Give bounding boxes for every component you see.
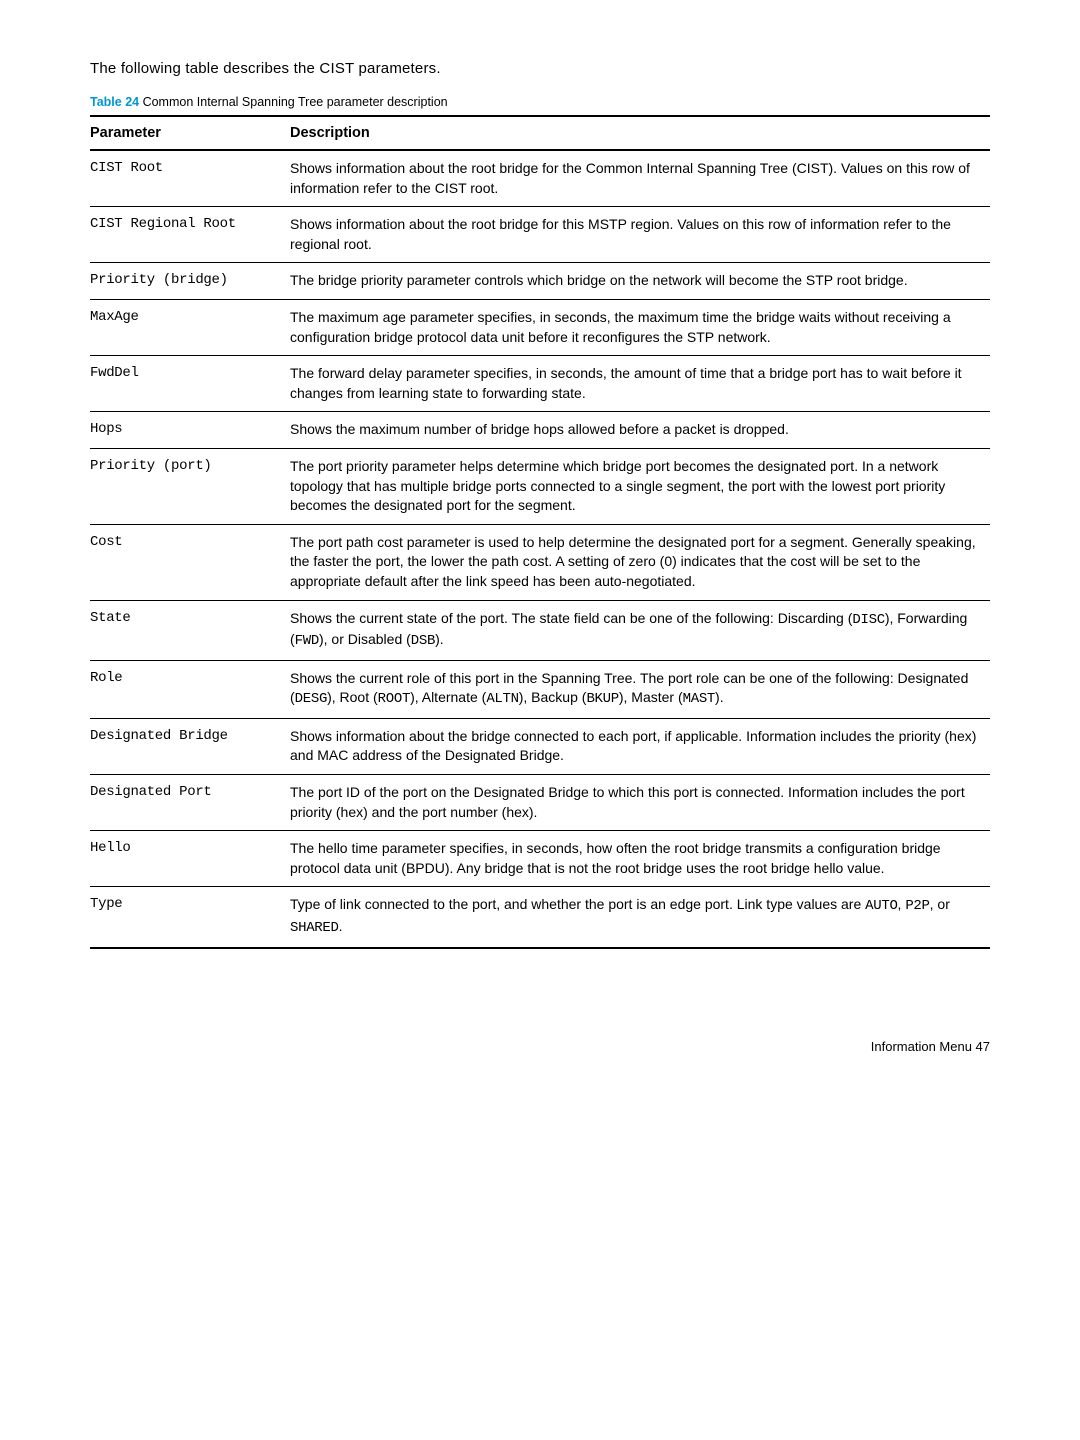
desc-cell: Shows information about the bridge conne… [290, 718, 990, 774]
table-header-row: Parameter Description [90, 116, 990, 150]
table-row: TypeType of link connected to the port, … [90, 887, 990, 948]
header-description: Description [290, 116, 990, 150]
param-cell: Type [90, 887, 290, 948]
table-row: Designated BridgeShows information about… [90, 718, 990, 774]
table-row: CIST RootShows information about the roo… [90, 150, 990, 207]
desc-cell: Shows the current role of this port in t… [290, 660, 990, 718]
table-row: MaxAgeThe maximum age parameter specifie… [90, 299, 990, 355]
param-cell: Hello [90, 831, 290, 887]
table-row: StateShows the current state of the port… [90, 600, 990, 660]
desc-cell: The bridge priority parameter controls w… [290, 263, 990, 300]
desc-cell: The port ID of the port on the Designate… [290, 775, 990, 831]
desc-cell: The port priority parameter helps determ… [290, 448, 990, 524]
page-footer: Information Menu 47 [90, 1039, 990, 1054]
parameter-table: Parameter Description CIST RootShows inf… [90, 115, 990, 949]
param-cell: State [90, 600, 290, 660]
desc-cell: Shows information about the root bridge … [290, 150, 990, 207]
table-row: Priority (port)The port priority paramet… [90, 448, 990, 524]
param-cell: FwdDel [90, 356, 290, 412]
table-caption-rest: Common Internal Spanning Tree parameter … [139, 95, 448, 109]
desc-cell: Shows information about the root bridge … [290, 207, 990, 263]
desc-cell: The hello time parameter specifies, in s… [290, 831, 990, 887]
param-cell: CIST Regional Root [90, 207, 290, 263]
table-row: Priority (bridge)The bridge priority par… [90, 263, 990, 300]
param-cell: MaxAge [90, 299, 290, 355]
desc-cell: Type of link connected to the port, and … [290, 887, 990, 948]
param-cell: Designated Port [90, 775, 290, 831]
desc-cell: Shows the maximum number of bridge hops … [290, 412, 990, 449]
table-row: CIST Regional RootShows information abou… [90, 207, 990, 263]
table-label: Table 24 [90, 95, 139, 109]
table-row: HelloThe hello time parameter specifies,… [90, 831, 990, 887]
param-cell: Cost [90, 524, 290, 600]
desc-cell: The maximum age parameter specifies, in … [290, 299, 990, 355]
table-row: HopsShows the maximum number of bridge h… [90, 412, 990, 449]
table-row: CostThe port path cost parameter is used… [90, 524, 990, 600]
desc-cell: The port path cost parameter is used to … [290, 524, 990, 600]
table-row: RoleShows the current role of this port … [90, 660, 990, 718]
table-row: FwdDelThe forward delay parameter specif… [90, 356, 990, 412]
intro-text: The following table describes the CIST p… [90, 60, 990, 77]
table-caption: Table 24 Common Internal Spanning Tree p… [90, 95, 990, 109]
desc-cell: The forward delay parameter specifies, i… [290, 356, 990, 412]
param-cell: CIST Root [90, 150, 290, 207]
desc-cell: Shows the current state of the port. The… [290, 600, 990, 660]
param-cell: Role [90, 660, 290, 718]
table-row: Designated PortThe port ID of the port o… [90, 775, 990, 831]
param-cell: Hops [90, 412, 290, 449]
param-cell: Priority (bridge) [90, 263, 290, 300]
header-parameter: Parameter [90, 116, 290, 150]
param-cell: Designated Bridge [90, 718, 290, 774]
param-cell: Priority (port) [90, 448, 290, 524]
